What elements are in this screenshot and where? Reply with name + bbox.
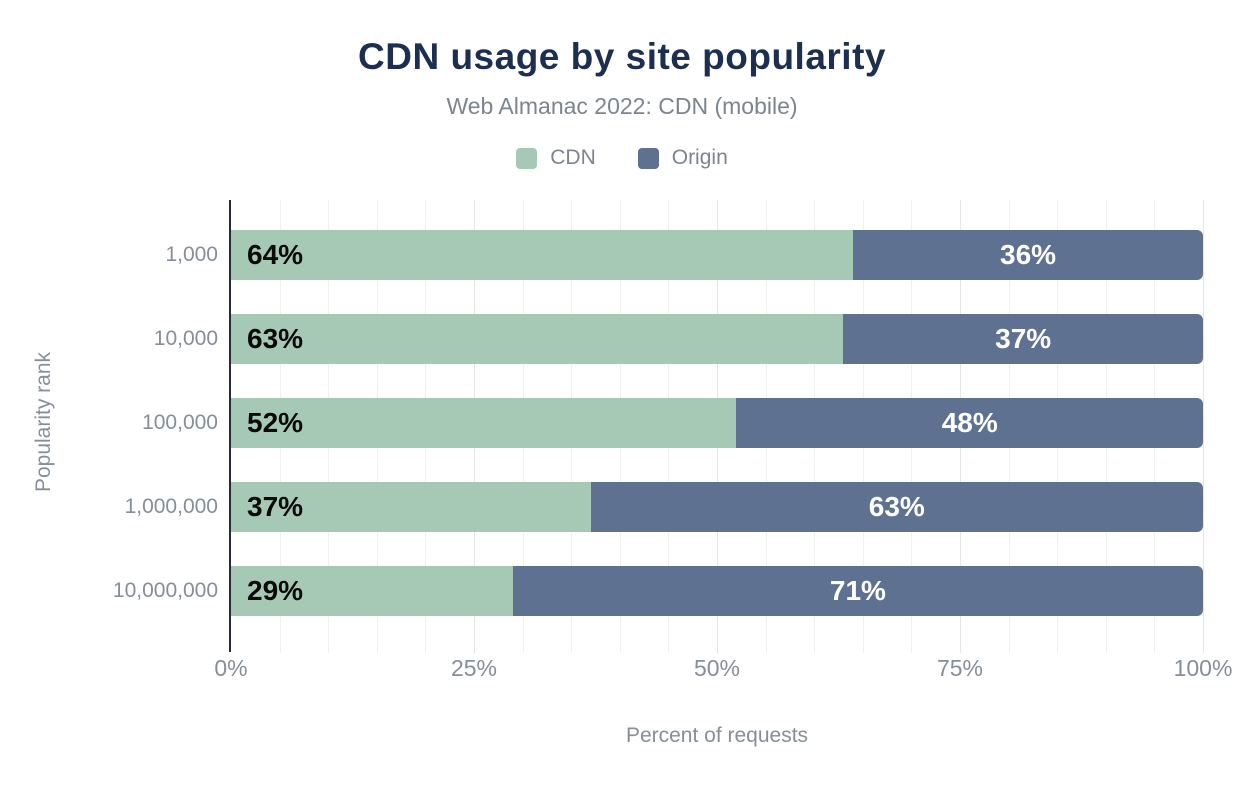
bar-row-100000: 52% 48% [231, 398, 1203, 448]
bar-row-1000000: 37% 63% [231, 482, 1203, 532]
bar-row-10000000: 29% 71% [231, 566, 1203, 616]
x-axis-label: Percent of requests [625, 724, 809, 747]
origin-value-label: 36% [1000, 239, 1057, 270]
legend-label: Origin [671, 146, 728, 169]
origin-value-label: 48% [941, 407, 998, 438]
category-label: 10,000 [153, 327, 218, 350]
cdn-value-label: 37% [247, 491, 304, 522]
origin-value-label: 63% [868, 491, 925, 522]
origin-bar-segment: 36% [853, 230, 1203, 280]
x-tick-label-75: 75% [936, 655, 984, 681]
origin-value-label: 37% [995, 323, 1052, 354]
origin-bar-segment: 63% [590, 482, 1203, 532]
cdn-value-label: 52% [247, 407, 304, 438]
x-tick-label-0: 0% [214, 655, 248, 681]
cdn-value-label: 64% [247, 239, 304, 270]
cdn-value-label: 29% [247, 575, 304, 606]
cdn-bar-segment: 64% [231, 230, 854, 280]
y-axis-line [229, 200, 231, 652]
legend-item-cdn: CDN [516, 146, 596, 170]
category-label: 1,000,000 [124, 495, 218, 518]
cdn-bar-segment: 63% [231, 314, 844, 364]
gridline-100 [1203, 200, 1204, 653]
category-label: 1,000 [165, 243, 218, 266]
legend-label: CDN [550, 146, 596, 169]
x-tick-label-25: 25% [450, 655, 498, 681]
x-tick-label-100: 100% [1173, 655, 1233, 681]
bar-row-1000: 64% 36% [231, 230, 1203, 280]
bar-row-10000: 63% 37% [231, 314, 1203, 364]
cdn-bar-segment: 52% [231, 398, 737, 448]
cdn-value-label: 63% [247, 323, 304, 354]
chart-title: CDN usage by site popularity [358, 36, 886, 77]
legend-item-origin: Origin [637, 146, 728, 170]
origin-bar-segment: 37% [843, 314, 1203, 364]
legend: CDN Origin [0, 146, 1244, 170]
chart-subtitle: Web Almanac 2022: CDN (mobile) [446, 93, 798, 119]
x-tick-label-50: 50% [693, 655, 741, 681]
category-label: 10,000,000 [112, 579, 218, 602]
cdn-bar-segment: 29% [231, 566, 513, 616]
origin-bar-segment: 71% [512, 566, 1203, 616]
legend-swatch-origin [637, 147, 659, 169]
origin-value-label: 71% [829, 575, 886, 606]
legend-swatch-cdn [516, 147, 538, 169]
category-label: 100,000 [142, 411, 218, 434]
cdn-bar-segment: 37% [231, 482, 591, 532]
origin-bar-segment: 48% [736, 398, 1203, 448]
plot-area: 64% 36% 63% 37% 52% 48% 37% 63% 29% 71% [229, 200, 1204, 653]
